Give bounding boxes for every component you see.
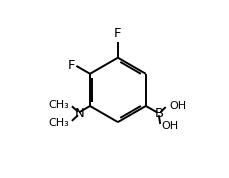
Text: N: N <box>74 107 84 120</box>
Text: F: F <box>67 59 75 72</box>
Text: CH₃: CH₃ <box>48 118 69 128</box>
Text: F: F <box>114 27 121 40</box>
Text: B: B <box>154 107 163 120</box>
Text: OH: OH <box>169 101 185 111</box>
Text: CH₃: CH₃ <box>48 100 69 110</box>
Text: OH: OH <box>160 121 177 131</box>
